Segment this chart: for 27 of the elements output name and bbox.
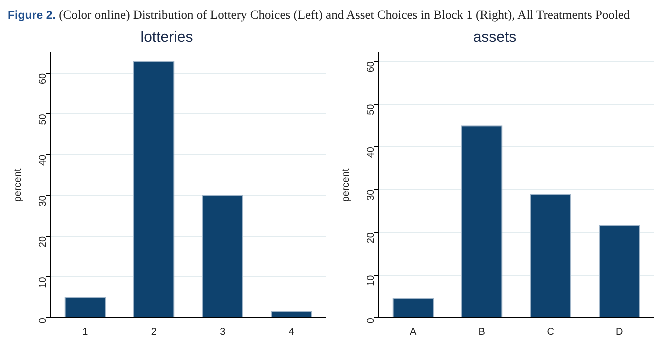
chart-title: assets <box>473 29 517 46</box>
caption: Figure 2. (Color online) Distribution of Lottery Choices (Left) and Asset Choices in Block 1 (Right), All Treatments Pooled <box>8 8 630 22</box>
x-tick-label: D <box>616 326 624 338</box>
x-tick-label: 2 <box>151 326 158 338</box>
y-tick-label: 30 <box>38 195 49 207</box>
y-tick-label: 60 <box>38 72 49 85</box>
x-tick-label: A <box>410 326 418 338</box>
chart-title: lotteries <box>140 29 194 46</box>
x-tick-label: B <box>478 326 486 338</box>
y-tick-label: 50 <box>366 104 377 116</box>
y-tick-label: 0 <box>38 318 49 324</box>
y-tick-label: 50 <box>38 114 49 126</box>
y-tick-label: 20 <box>366 232 377 244</box>
y-tick-label: 0 <box>366 318 377 324</box>
y-tick-label: 60 <box>366 61 377 73</box>
y-axis-title: percent <box>340 168 352 202</box>
y-tick-label: 30 <box>366 189 377 201</box>
y-axis-title: percent <box>12 168 24 202</box>
x-tick-label: C <box>547 326 554 338</box>
x-tick-label: 4 <box>288 326 295 338</box>
y-tick-label: 10 <box>38 276 49 288</box>
y-tick-label: 20 <box>38 236 49 248</box>
x-tick-label: 1 <box>82 326 89 338</box>
y-tick-label: 10 <box>366 274 377 286</box>
y-tick-label: 40 <box>366 146 377 158</box>
x-tick-label: 3 <box>220 326 226 338</box>
y-tick-label: 40 <box>38 154 49 166</box>
